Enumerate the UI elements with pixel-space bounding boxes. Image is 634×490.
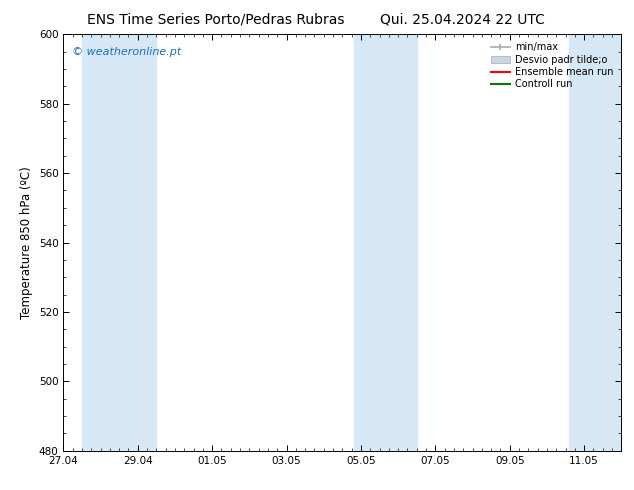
Bar bbox=[82, 34, 157, 451]
Legend: min/max, Desvio padr tilde;o, Ensemble mean run, Controll run: min/max, Desvio padr tilde;o, Ensemble m… bbox=[488, 39, 616, 92]
Text: Qui. 25.04.2024 22 UTC: Qui. 25.04.2024 22 UTC bbox=[380, 12, 545, 26]
Y-axis label: Temperature 850 hPa (ºC): Temperature 850 hPa (ºC) bbox=[20, 166, 33, 319]
Text: ENS Time Series Porto/Pedras Rubras: ENS Time Series Porto/Pedras Rubras bbox=[87, 12, 344, 26]
Bar bbox=[569, 34, 621, 451]
Bar bbox=[354, 34, 417, 451]
Text: © weatheronline.pt: © weatheronline.pt bbox=[72, 47, 181, 57]
